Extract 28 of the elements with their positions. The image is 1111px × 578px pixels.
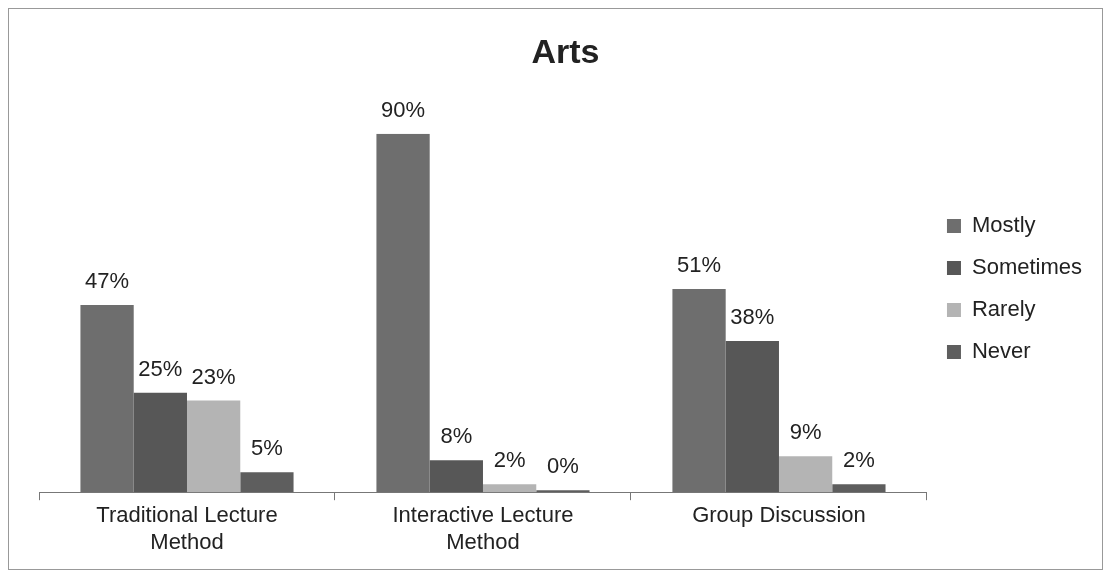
data-label: 0% xyxy=(547,453,579,479)
x-tick-label: Traditional Lecture Method xyxy=(96,502,278,554)
legend-label: Never xyxy=(971,338,1031,364)
data-label: 5% xyxy=(251,435,283,461)
x-tick-label: Interactive Lecture Method xyxy=(392,502,574,554)
data-label: 2% xyxy=(842,447,875,473)
bar xyxy=(429,460,483,493)
data-label: 25% xyxy=(138,355,183,381)
bar xyxy=(725,340,779,493)
bar xyxy=(778,456,833,493)
bar xyxy=(482,484,537,493)
data-label: 47% xyxy=(85,268,130,294)
data-label: 51% xyxy=(677,252,722,278)
chart-title: Arts xyxy=(531,31,600,70)
bar xyxy=(187,400,241,493)
x-tick-label: Group Discussion xyxy=(692,502,866,528)
legend-label: Mostly xyxy=(971,212,1036,238)
data-label: 9% xyxy=(789,419,822,445)
legend-label: Rarely xyxy=(971,296,1036,322)
bar xyxy=(133,392,187,493)
data-label: 8% xyxy=(440,423,473,449)
data-label: 23% xyxy=(191,363,236,389)
bar xyxy=(240,472,294,493)
bar xyxy=(832,484,886,493)
data-label: 38% xyxy=(730,303,775,329)
data-label: 2% xyxy=(493,447,526,473)
data-label: 90% xyxy=(381,96,426,122)
legend-label: Sometimes xyxy=(971,254,1083,280)
